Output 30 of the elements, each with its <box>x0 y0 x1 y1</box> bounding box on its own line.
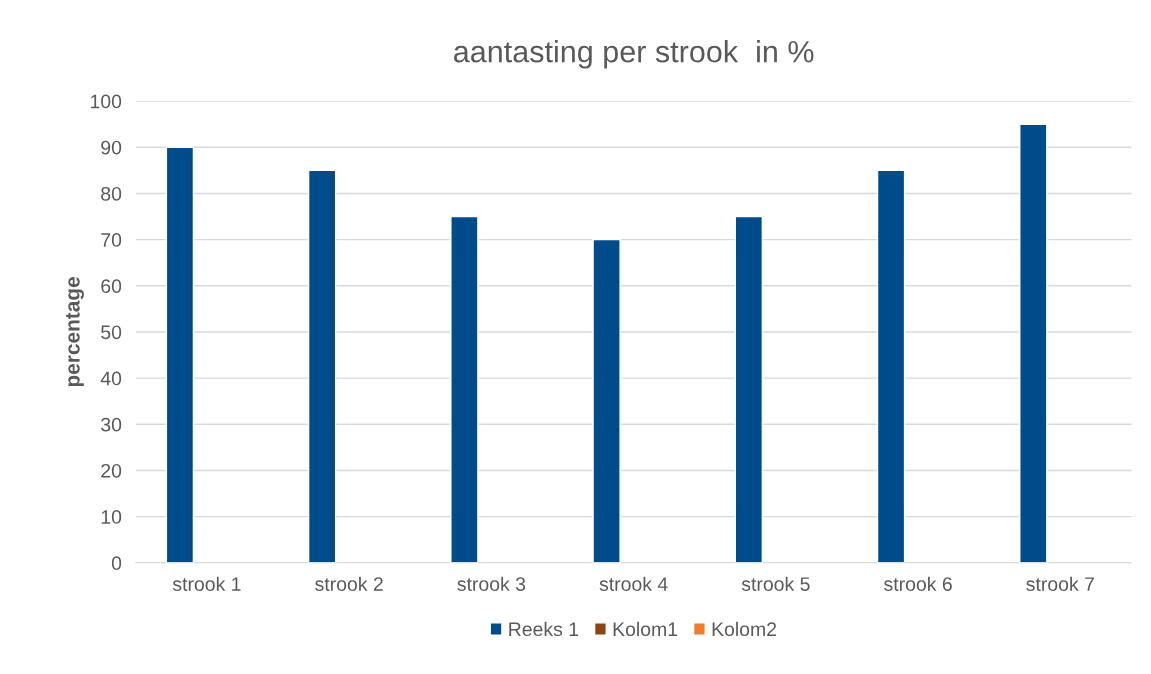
bar <box>592 238 621 563</box>
x-tick-label: strook 1 <box>172 576 241 591</box>
y-tick-label: 30 <box>101 417 122 432</box>
legend-label: Kolom1 <box>613 621 678 637</box>
y-tick-label: 40 <box>100 371 122 386</box>
bar <box>165 146 195 563</box>
bar <box>1019 123 1048 563</box>
legend-label: Kolom2 <box>712 621 777 637</box>
legend-label: Reeks 1 <box>509 621 579 637</box>
y-axis-title: percentage <box>65 277 84 387</box>
x-tick-label: strook 3 <box>457 576 526 591</box>
chart-title: aantasting per strook in % <box>454 40 814 69</box>
x-tick-label: strook 6 <box>884 576 952 591</box>
y-tick-label: 80 <box>101 186 122 201</box>
y-tick-label: 90 <box>101 140 122 155</box>
y-tick-label: 50 <box>101 325 122 340</box>
y-tick-label: 10 <box>101 510 122 524</box>
x-tick-label: strook 2 <box>315 576 383 591</box>
x-tick-label: strook 7 <box>1026 576 1094 591</box>
bar <box>450 215 479 563</box>
bar <box>876 169 906 563</box>
y-tick-label: 20 <box>101 463 122 478</box>
x-tick-label: strook 4 <box>599 576 668 591</box>
x-tick-label: strook 5 <box>741 576 810 591</box>
y-tick-label: 60 <box>101 279 122 294</box>
bar <box>307 169 337 563</box>
y-tick-label: 100 <box>90 94 122 109</box>
y-tick-label: 70 <box>101 233 122 247</box>
y-tick-label: 0 <box>111 556 122 571</box>
bar <box>734 215 764 563</box>
